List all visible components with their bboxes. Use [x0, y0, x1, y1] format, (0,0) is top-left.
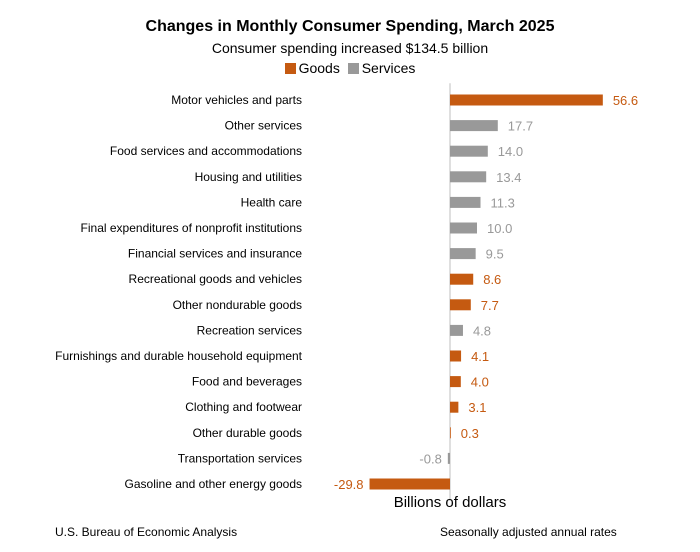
bar-financial-services-and-insurance	[450, 248, 476, 260]
legend: Goods Services	[0, 60, 700, 76]
legend-swatch-services	[347, 63, 359, 74]
bar-housing-and-utilities	[450, 171, 487, 183]
bar-gasoline-and-other-energy-goods	[369, 478, 450, 490]
legend-label-goods: Goods	[298, 60, 340, 76]
value-label-gasoline-and-other-energy-goods: -29.8	[334, 477, 364, 492]
category-label-other-nondurable-goods: Other nondurable goods	[173, 298, 302, 312]
category-label-food-services-and-accommodations: Food services and accommodations	[110, 144, 302, 158]
value-label-other-nondurable-goods: 7.7	[481, 298, 499, 313]
category-label-gasoline-and-other-energy-goods: Gasoline and other energy goods	[125, 477, 302, 491]
value-label-motor-vehicles-and-parts: 56.6	[613, 93, 638, 108]
bar-transportation-services	[447, 452, 450, 464]
value-label-housing-and-utilities: 13.4	[496, 170, 521, 185]
value-label-transportation-services: -0.8	[419, 451, 441, 466]
bar-motor-vehicles-and-parts	[450, 94, 603, 106]
bar-health-care	[450, 196, 481, 208]
category-label-food-and-beverages: Food and beverages	[192, 375, 302, 389]
legend-item-goods: Goods	[284, 60, 340, 76]
value-label-recreational-goods-and-vehicles: 8.6	[483, 272, 501, 287]
value-label-final-expenditures-of-nonprofit-institutions: 10.0	[487, 221, 512, 236]
bar-recreational-goods-and-vehicles	[450, 273, 474, 285]
category-label-other-durable-goods: Other durable goods	[193, 426, 302, 440]
legend-item-services: Services	[347, 60, 416, 76]
category-label-motor-vehicles-and-parts: Motor vehicles and parts	[171, 93, 302, 107]
rate-note: Seasonally adjusted annual rates	[440, 525, 617, 539]
category-label-final-expenditures-of-nonprofit-institutions: Final expenditures of nonprofit institut…	[81, 221, 302, 235]
bar-final-expenditures-of-nonprofit-institutions	[450, 222, 477, 234]
category-label-furnishings-and-durable-household-equipment: Furnishings and durable household equipm…	[55, 349, 303, 363]
bar-food-and-beverages	[450, 376, 461, 388]
value-label-recreation-services: 4.8	[473, 323, 491, 338]
category-label-health-care: Health care	[241, 195, 303, 209]
value-label-clothing-and-footwear: 3.1	[468, 400, 486, 415]
source-note: U.S. Bureau of Economic Analysis	[55, 525, 238, 539]
bar-other-durable-goods	[450, 427, 451, 439]
bar-recreation-services	[450, 324, 463, 336]
value-label-financial-services-and-insurance: 9.5	[486, 247, 504, 262]
bar-food-services-and-accommodations	[450, 145, 488, 157]
chart-subtitle: Consumer spending increased $134.5 billi…	[211, 40, 489, 56]
legend-label-services: Services	[361, 60, 416, 76]
bar-other-nondurable-goods	[450, 299, 471, 311]
value-label-other-services: 17.7	[508, 119, 533, 134]
legend-swatch-goods	[284, 63, 296, 74]
value-label-food-and-beverages: 4.0	[471, 375, 489, 390]
x-axis-label: Billions of dollars	[393, 494, 507, 511]
category-label-financial-services-and-insurance: Financial services and insurance	[128, 247, 302, 261]
value-label-other-durable-goods: 0.3	[461, 426, 479, 441]
category-label-clothing-and-footwear: Clothing and footwear	[185, 400, 302, 414]
chart-title: Changes in Monthly Consumer Spending, Ma…	[145, 18, 555, 35]
bar-other-services	[450, 120, 498, 132]
value-label-health-care: 11.3	[491, 195, 515, 210]
bar-furnishings-and-durable-household-equipment	[450, 350, 462, 362]
category-label-housing-and-utilities: Housing and utilities	[195, 170, 302, 184]
category-label-other-services: Other services	[225, 119, 302, 133]
value-label-food-services-and-accommodations: 14.0	[498, 144, 523, 159]
bar-clothing-and-footwear	[450, 401, 459, 413]
value-label-furnishings-and-durable-household-equipment: 4.1	[471, 349, 489, 364]
category-label-recreation-services: Recreation services	[197, 323, 302, 337]
category-label-recreational-goods-and-vehicles: Recreational goods and vehicles	[129, 272, 302, 286]
category-label-transportation-services: Transportation services	[178, 451, 302, 465]
